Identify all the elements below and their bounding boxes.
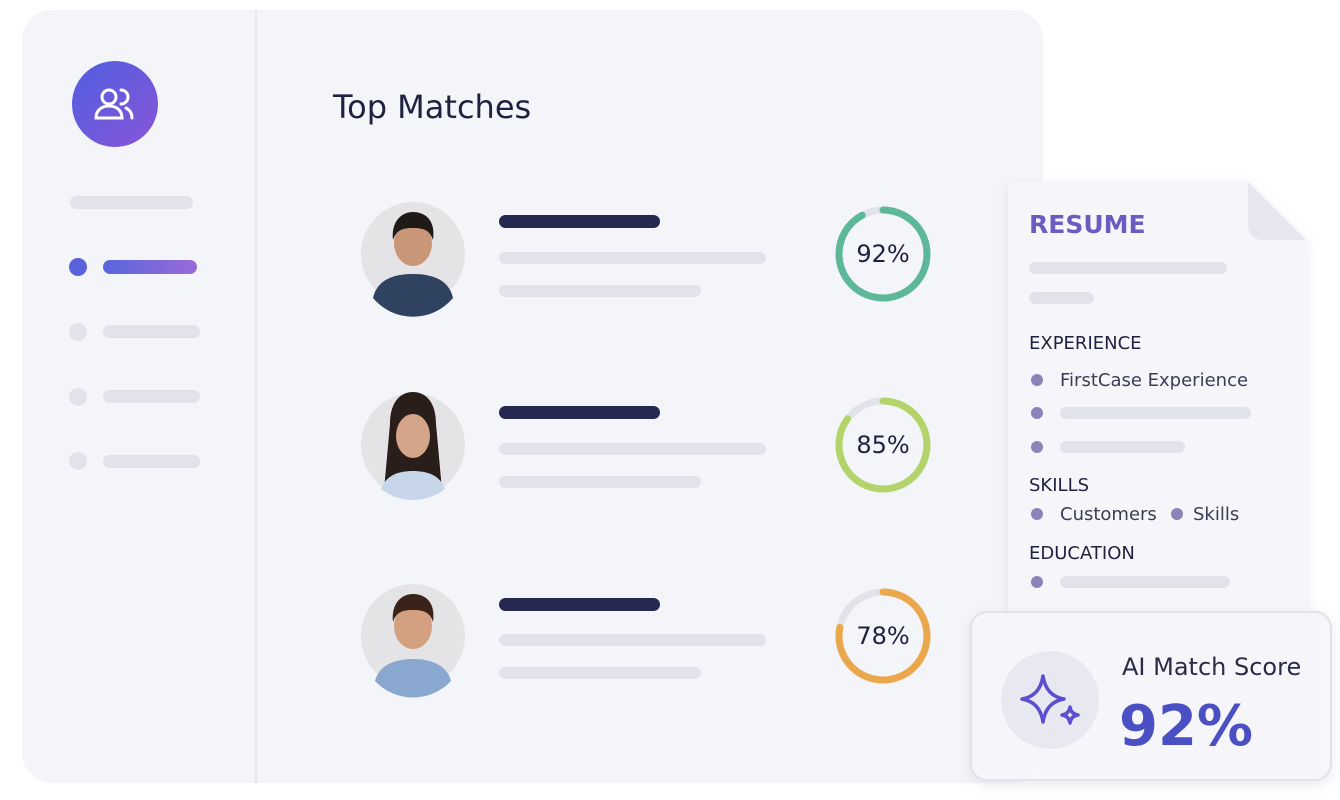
bullet xyxy=(1031,576,1043,588)
score-label: 78% xyxy=(856,622,909,650)
resume-title: RESUME xyxy=(1029,210,1146,239)
section-heading: EDUCATION xyxy=(1029,543,1135,564)
candidate-row[interactable] xyxy=(361,584,766,698)
list-item: Customers xyxy=(1060,504,1157,525)
card-score: 92% xyxy=(1119,694,1253,759)
score-label: 92% xyxy=(856,240,909,268)
nav-dot[interactable] xyxy=(69,452,87,470)
nav-item-active[interactable] xyxy=(103,260,197,274)
bullet xyxy=(1031,407,1043,419)
text-placeholder xyxy=(499,634,766,646)
text-placeholder xyxy=(1060,441,1185,453)
nav-placeholder xyxy=(70,196,193,209)
candidate-row[interactable] xyxy=(361,392,766,501)
avatar-body xyxy=(373,274,453,317)
nav-item[interactable] xyxy=(103,325,200,338)
candidate-row[interactable] xyxy=(361,202,766,317)
avatar-hair xyxy=(392,594,434,622)
name-placeholder xyxy=(499,215,660,228)
bullet xyxy=(1171,508,1183,520)
list-item: Skills xyxy=(1193,504,1239,525)
score-ring xyxy=(835,206,931,302)
avatar-face xyxy=(394,603,432,649)
text-placeholder xyxy=(499,443,766,455)
avatar-body xyxy=(375,659,451,698)
ai-score-card: AI Match Score 92% xyxy=(970,611,1332,781)
text-placeholder xyxy=(499,252,766,264)
text-placeholder xyxy=(499,476,701,488)
score-ring xyxy=(835,588,931,684)
avatar-body xyxy=(381,471,445,501)
logo xyxy=(72,61,158,147)
text-placeholder xyxy=(499,667,701,679)
avatar-hair xyxy=(392,212,434,240)
name-placeholder xyxy=(499,598,660,611)
bullet xyxy=(1031,441,1043,453)
sidebar xyxy=(69,61,200,470)
score-ring xyxy=(835,397,931,493)
main-card xyxy=(22,10,1043,783)
avatar-face xyxy=(396,414,430,458)
nav-item[interactable] xyxy=(103,455,200,468)
nav-item[interactable] xyxy=(103,390,200,403)
candidate-list xyxy=(361,202,766,698)
resume-fold xyxy=(1248,182,1306,240)
icon-circle xyxy=(1001,651,1099,749)
sparkle-icon xyxy=(1020,674,1080,725)
avatar-face xyxy=(394,220,432,266)
bullet xyxy=(1031,508,1043,520)
section-heading: SKILLS xyxy=(1029,475,1089,496)
card-label: AI Match Score xyxy=(1122,653,1301,681)
text-placeholder xyxy=(1060,576,1230,588)
nav-dot-active[interactable] xyxy=(69,258,87,276)
name-placeholder xyxy=(499,406,660,419)
score-label: 85% xyxy=(856,431,909,459)
text-placeholder xyxy=(1029,292,1094,304)
list-item: FirstCase Experience xyxy=(1060,370,1248,391)
text-placeholder xyxy=(1060,407,1251,419)
logo-icon xyxy=(94,88,134,120)
bullet xyxy=(1031,374,1043,386)
section-heading: EXPERIENCE xyxy=(1029,333,1142,354)
text-placeholder xyxy=(1029,262,1227,274)
section-title: Top Matches xyxy=(332,88,531,126)
nav-dot[interactable] xyxy=(69,323,87,341)
resume: RESUME EXPERIENCE FirstCase Experience S… xyxy=(1008,182,1306,640)
text-placeholder xyxy=(499,285,701,297)
nav-dot[interactable] xyxy=(69,388,87,406)
